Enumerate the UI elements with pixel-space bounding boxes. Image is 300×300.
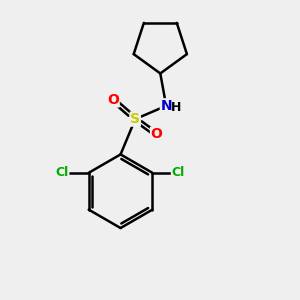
Text: S: S: [130, 112, 140, 126]
Text: Cl: Cl: [171, 166, 185, 179]
Text: O: O: [151, 128, 162, 141]
Text: O: O: [107, 93, 119, 107]
Text: H: H: [170, 101, 181, 114]
Text: N: N: [160, 99, 172, 113]
Text: Cl: Cl: [56, 166, 69, 179]
